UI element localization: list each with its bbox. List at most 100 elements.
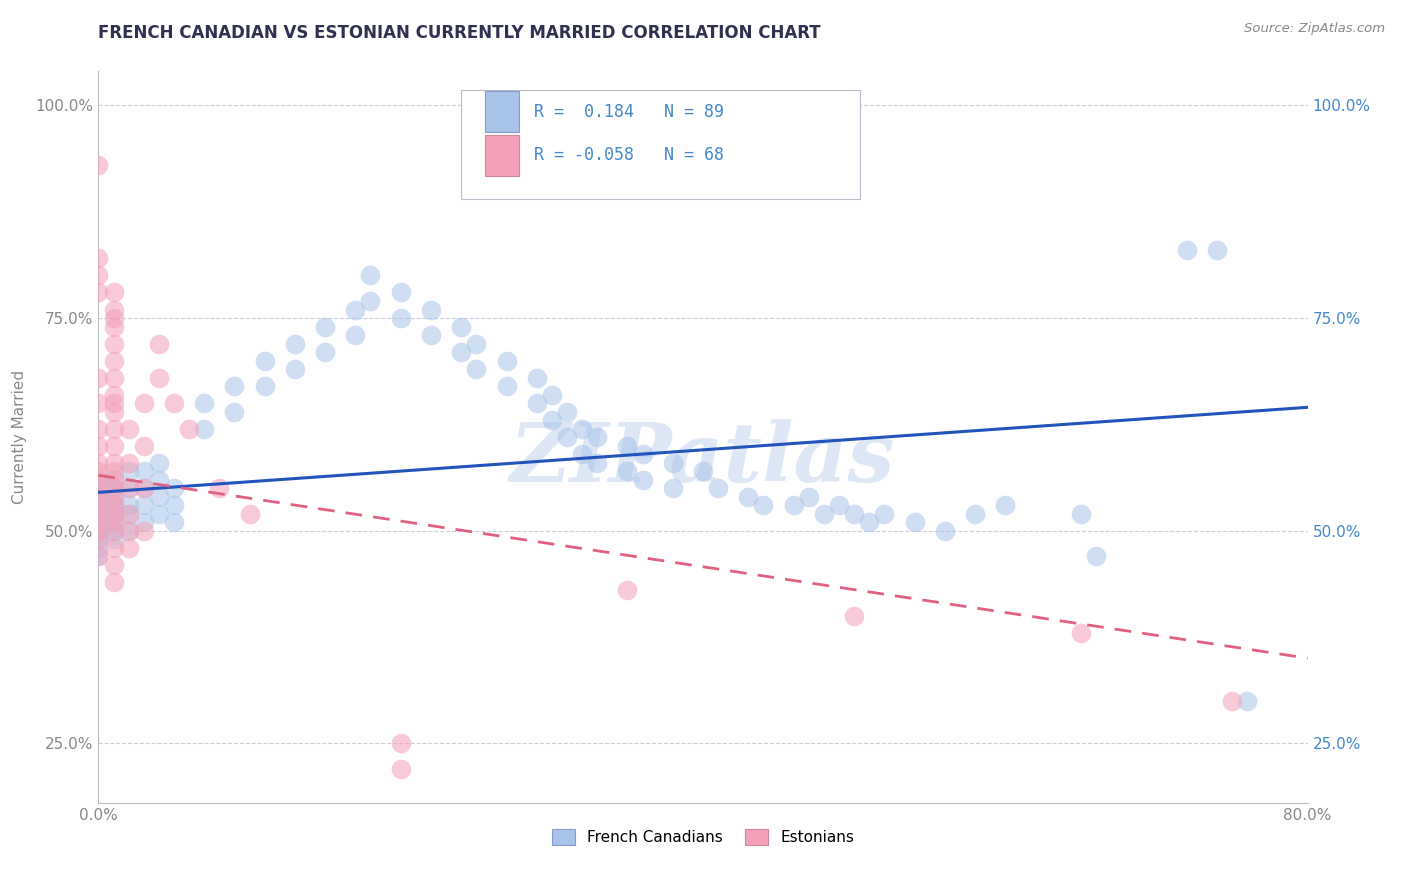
- Point: [163, 498, 186, 512]
- Point: [103, 421, 125, 435]
- Point: [103, 473, 125, 487]
- Point: [132, 481, 155, 495]
- Point: [132, 464, 155, 478]
- Point: [103, 456, 125, 470]
- Point: [87, 158, 110, 172]
- Point: [103, 353, 125, 368]
- Point: [389, 285, 412, 300]
- Point: [87, 549, 110, 563]
- Point: [193, 421, 215, 435]
- Text: Source: ZipAtlas.com: Source: ZipAtlas.com: [1244, 22, 1385, 36]
- Point: [87, 421, 110, 435]
- Point: [103, 481, 125, 495]
- Point: [87, 498, 110, 512]
- Point: [783, 498, 806, 512]
- Point: [1085, 549, 1108, 563]
- Point: [495, 379, 517, 393]
- Point: [193, 396, 215, 410]
- Legend: French Canadians, Estonians: French Canadians, Estonians: [547, 825, 859, 850]
- Point: [571, 447, 593, 461]
- Point: [148, 507, 170, 521]
- Point: [253, 353, 276, 368]
- Point: [1070, 507, 1092, 521]
- Point: [103, 387, 125, 401]
- Point: [555, 430, 578, 444]
- Point: [163, 481, 186, 495]
- Point: [118, 507, 141, 521]
- Point: [344, 302, 367, 317]
- Point: [420, 302, 443, 317]
- Point: [87, 524, 110, 538]
- Point: [450, 345, 472, 359]
- Text: FRENCH CANADIAN VS ESTONIAN CURRENTLY MARRIED CORRELATION CHART: FRENCH CANADIAN VS ESTONIAN CURRENTLY MA…: [98, 24, 821, 42]
- FancyBboxPatch shape: [485, 92, 519, 132]
- Point: [797, 490, 820, 504]
- Point: [87, 252, 110, 266]
- Point: [103, 507, 125, 521]
- Point: [586, 456, 609, 470]
- Point: [586, 430, 609, 444]
- Point: [148, 370, 170, 384]
- Point: [420, 328, 443, 343]
- Point: [103, 285, 125, 300]
- Point: [132, 524, 155, 538]
- Point: [132, 439, 155, 453]
- Point: [344, 328, 367, 343]
- Point: [934, 524, 956, 538]
- Point: [616, 464, 638, 478]
- Point: [1206, 243, 1229, 257]
- Point: [118, 541, 141, 555]
- Point: [360, 293, 382, 308]
- Point: [87, 481, 110, 495]
- Point: [87, 439, 110, 453]
- Point: [103, 396, 125, 410]
- FancyBboxPatch shape: [461, 90, 860, 200]
- Point: [103, 524, 125, 538]
- Point: [540, 413, 562, 427]
- Point: [314, 319, 336, 334]
- Point: [965, 507, 987, 521]
- Point: [103, 481, 125, 495]
- Point: [87, 507, 110, 521]
- FancyBboxPatch shape: [485, 136, 519, 176]
- Point: [132, 396, 155, 410]
- Point: [224, 379, 246, 393]
- Point: [858, 515, 880, 529]
- Point: [103, 490, 125, 504]
- Point: [179, 421, 201, 435]
- Point: [87, 268, 110, 283]
- Point: [103, 311, 125, 326]
- Point: [631, 473, 654, 487]
- Point: [360, 268, 382, 283]
- Point: [103, 524, 125, 538]
- Point: [118, 498, 141, 512]
- Text: R = -0.058   N = 68: R = -0.058 N = 68: [534, 146, 724, 164]
- Point: [148, 456, 170, 470]
- Point: [208, 481, 231, 495]
- Point: [103, 515, 125, 529]
- Point: [103, 558, 125, 572]
- Point: [631, 447, 654, 461]
- Point: [1175, 243, 1198, 257]
- Point: [661, 481, 683, 495]
- Point: [103, 490, 125, 504]
- Point: [389, 736, 412, 750]
- Point: [526, 370, 548, 384]
- Point: [1070, 625, 1092, 640]
- Point: [103, 541, 125, 555]
- Point: [389, 762, 412, 776]
- Point: [87, 473, 110, 487]
- Point: [87, 464, 110, 478]
- Point: [284, 336, 307, 351]
- Point: [87, 498, 110, 512]
- Point: [450, 319, 472, 334]
- Point: [87, 515, 110, 529]
- Point: [994, 498, 1017, 512]
- Point: [103, 473, 125, 487]
- Point: [103, 319, 125, 334]
- Point: [87, 507, 110, 521]
- Point: [118, 481, 141, 495]
- Point: [87, 541, 110, 555]
- Point: [87, 549, 110, 563]
- Point: [118, 481, 141, 495]
